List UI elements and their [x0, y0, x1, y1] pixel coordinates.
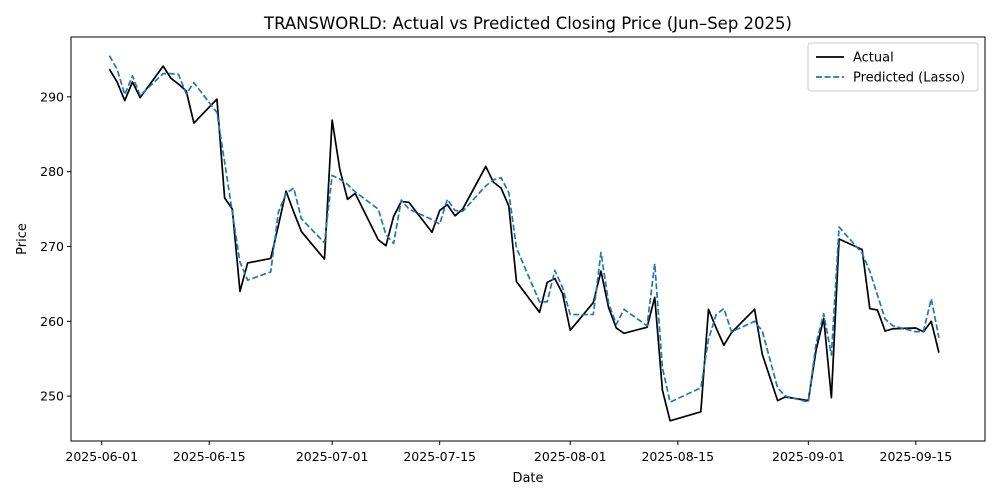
y-tick-label: 290: [40, 89, 64, 104]
axes-frame: [70, 36, 986, 442]
y-tick-label: 260: [40, 314, 64, 329]
x-tick-label: 2025-09-15: [880, 449, 953, 464]
x-axis-label: Date: [512, 471, 543, 486]
y-tick-label: 270: [40, 239, 64, 254]
x-tick-label: 2025-08-01: [534, 449, 607, 464]
series-line-predicted: [108, 55, 940, 403]
series-layer: [108, 55, 940, 422]
y-axis-label: Price: [15, 223, 30, 255]
legend-label-predicted: Predicted (Lasso): [853, 71, 965, 86]
plot-area: [70, 36, 986, 442]
x-tick-label: 2025-09-01: [772, 449, 845, 464]
x-tick-label: 2025-08-15: [641, 449, 714, 464]
legend-label-actual: Actual: [853, 51, 894, 66]
y-tick-label: 280: [40, 164, 64, 179]
chart-title: TRANSWORLD: Actual vs Predicted Closing …: [263, 14, 792, 33]
x-tick-label: 2025-07-15: [403, 449, 476, 464]
x-tick-label: 2025-06-15: [173, 449, 246, 464]
x-tick-label: 2025-07-01: [296, 449, 369, 464]
x-tick-label: 2025-06-01: [65, 449, 138, 464]
legend: Actual Predicted (Lasso): [807, 42, 979, 92]
y-axis-ticks: 250 260 270 280 290: [40, 89, 71, 404]
x-axis-ticks: 2025-06-01 2025-06-15 2025-07-01 2025-07-15…: [65, 441, 952, 464]
legend-box: [807, 42, 979, 92]
y-tick-label: 250: [40, 389, 64, 404]
